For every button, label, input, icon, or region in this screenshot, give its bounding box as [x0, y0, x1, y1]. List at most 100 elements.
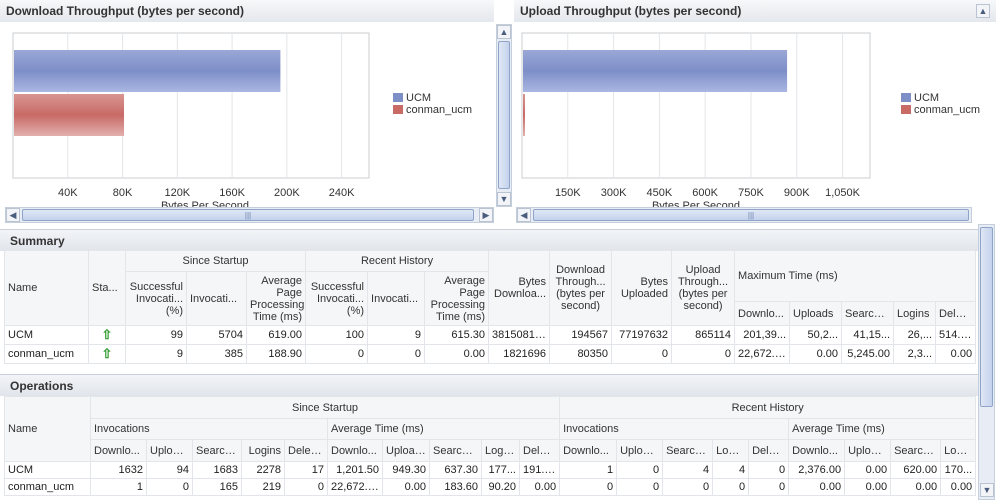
col-bytes-downloaded[interactable]: Bytes Downloa... [488, 250, 551, 326]
bar-conman-ucm[interactable] [14, 94, 125, 136]
download-chart-vscrollbar[interactable]: ▲ ▼ [496, 24, 512, 207]
table-row[interactable]: UCM 1632 94 1683 2278 17 1,201.50 949.30 637.30… [4, 461, 977, 479]
col-searches[interactable]: Searches [429, 439, 482, 462]
scroll-up-arrow[interactable]: ▲ [497, 25, 511, 39]
col-max-deletes[interactable]: Deletes [935, 301, 977, 326]
col-ss-invocations[interactable]: Invocati... [186, 271, 247, 326]
col-uploads[interactable]: Uploads [616, 439, 664, 462]
cell: 1821696 [488, 344, 551, 364]
cell-name[interactable]: UCM [4, 325, 89, 345]
group-recent-history: Recent History [559, 396, 977, 419]
col-searches[interactable]: Searches [890, 439, 942, 462]
bar-ucm[interactable] [523, 50, 788, 92]
cell: 4 [712, 461, 750, 479]
col-downloads[interactable]: Downlo... [788, 439, 846, 462]
col-downloads[interactable]: Downlo... [90, 439, 147, 462]
col-rh-successful-invocations[interactable]: Successful Invocati... (%) [305, 271, 369, 326]
col-max-downloads[interactable]: Downlo... [734, 301, 791, 326]
page-vscroll-thumb[interactable] [980, 227, 993, 407]
bar-conman-ucm[interactable] [523, 94, 525, 136]
cell: 0 [748, 461, 790, 479]
cell: 5704 [186, 325, 247, 345]
operations-section-header[interactable]: Operations [0, 374, 978, 396]
col-max-logins[interactable]: Logins [893, 301, 937, 326]
col-status[interactable]: Sta... [88, 250, 126, 326]
tick-label: 1,050K [825, 187, 861, 199]
group-rh-invocations: Invocations [559, 418, 790, 440]
upload-legend: UCM conman_ucm [901, 92, 980, 116]
col-logins[interactable]: Logins [241, 439, 285, 462]
col-searches[interactable]: Searches [662, 439, 714, 462]
col-uploads[interactable]: Uploads [844, 439, 892, 462]
col-rh-average-page-time[interactable]: Average Page Processing Time (ms) [424, 271, 490, 326]
col-deletes[interactable]: Deletes [748, 439, 790, 462]
hscroll-thumb[interactable]: ||| [533, 209, 969, 221]
col-max-uploads[interactable]: Uploads [789, 301, 843, 326]
cell: 0 [662, 478, 714, 496]
bar-ucm[interactable] [14, 50, 281, 92]
upload-chart-hscrollbar[interactable]: ◀ ||| [516, 207, 972, 223]
table-row[interactable]: conman_ucm ⇧ 9 385 188.90 0 0 0.00 18216… [4, 344, 977, 364]
cell: 22,672.00 [327, 478, 383, 496]
col-deletes[interactable]: Deletes [518, 439, 561, 462]
cell-name[interactable]: conman_ucm [4, 478, 91, 496]
cell: 0 [559, 478, 618, 496]
col-max-searches[interactable]: Searches [841, 301, 895, 326]
col-bytes-uploaded[interactable]: Bytes Uploaded [611, 250, 673, 326]
table-row[interactable]: UCM ⇧ 99 5704 619.00 100 9 615.30 381508… [4, 325, 977, 345]
page-vscrollbar[interactable]: ▼ [978, 224, 995, 500]
cell: 0.00 [788, 478, 846, 496]
col-download-throughput[interactable]: Download Through... (bytes per second) [549, 250, 613, 326]
cell: 17 [284, 461, 328, 479]
tick-label: 600K [692, 187, 718, 199]
col-upload-throughput[interactable]: Upload Through... (bytes per second) [671, 250, 736, 326]
upload-throughput-panel: Upload Throughput (bytes per second) ▲ 1… [514, 0, 996, 224]
col-searches[interactable]: Searches [192, 439, 242, 462]
col-ss-average-page-time[interactable]: Average Page Processing Time (ms) [245, 271, 307, 326]
cell: 0 [284, 478, 328, 496]
col-uploads[interactable]: Uploads [382, 439, 430, 462]
hscroll-thumb[interactable]: ||| [22, 209, 474, 221]
download-chart-hscrollbar[interactable]: ◀ ||| ▶ [5, 207, 494, 223]
cell: 5,245.00 [841, 344, 895, 364]
scroll-right-arrow[interactable]: ▶ [479, 208, 493, 222]
cell: 865114 [671, 325, 736, 345]
scroll-left-arrow[interactable]: ◀ [6, 208, 20, 222]
col-logins[interactable]: Logins [712, 439, 750, 462]
group-ss-invocations: Invocations [90, 418, 328, 440]
tick-label: 40K [58, 187, 78, 199]
cell: 0.00 [844, 461, 892, 479]
cell-name[interactable]: UCM [4, 461, 91, 479]
vscroll-thumb[interactable] [498, 41, 510, 189]
summary-section-header[interactable]: Summary [0, 229, 978, 251]
scroll-down-arrow[interactable]: ▼ [497, 192, 511, 206]
scroll-down-arrow[interactable]: ▼ [980, 483, 994, 497]
group-recent-history: Recent History [305, 250, 490, 272]
cell: 0.00 [890, 478, 942, 496]
cell: 80350 [549, 344, 613, 364]
col-downloads[interactable]: Downlo... [327, 439, 383, 462]
cell: 0 [748, 478, 790, 496]
col-uploads[interactable]: Uploads [146, 439, 193, 462]
col-downloads[interactable]: Downlo... [559, 439, 618, 462]
tick-label: 900K [784, 187, 810, 199]
cell: 201,39... [734, 325, 791, 345]
col-name[interactable]: Name [4, 396, 91, 462]
col-rh-invocations[interactable]: Invocati... [367, 271, 426, 326]
col-name[interactable]: Name [4, 250, 89, 326]
col-deletes[interactable]: Deletes [284, 439, 328, 462]
scroll-left-arrow[interactable]: ◀ [517, 208, 531, 222]
cell: 100 [305, 325, 369, 345]
panel-collapse-button[interactable]: ▲ [976, 4, 990, 18]
col-logins[interactable]: Logins [481, 439, 520, 462]
cell: 90.20 [481, 478, 520, 496]
status-up-arrow-icon: ⇧ [101, 327, 113, 342]
table-row[interactable]: conman_ucm 1 0 165 219 0 22,672.00 0.00 183.60 9… [4, 478, 977, 496]
cell: 177... [481, 461, 520, 479]
cell: 385 [186, 344, 247, 364]
cell: 1,201.50 [327, 461, 383, 479]
cell-name[interactable]: conman_ucm [4, 344, 89, 364]
col-logins[interactable]: Logins [940, 439, 977, 462]
group-since-startup: Since Startup [124, 250, 307, 272]
col-ss-successful-invocations[interactable]: Successful Invocati... (%) [125, 271, 187, 326]
